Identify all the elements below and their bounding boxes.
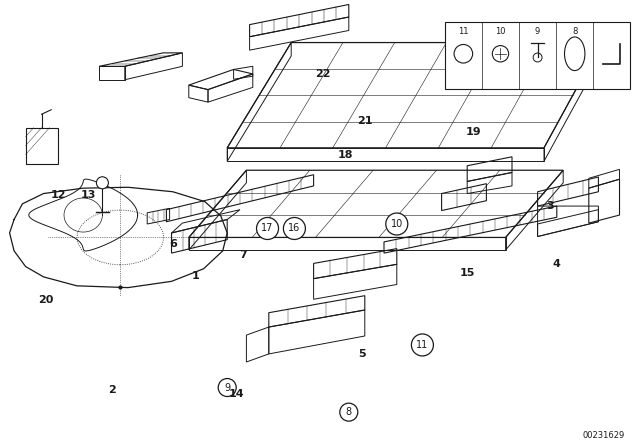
Circle shape — [340, 403, 358, 421]
Text: 3: 3 — [547, 201, 554, 211]
Text: 19: 19 — [466, 127, 481, 137]
Text: 21: 21 — [357, 116, 372, 126]
Bar — [445, 22, 630, 89]
Text: 4: 4 — [553, 259, 561, 269]
Circle shape — [533, 53, 542, 62]
Text: 9: 9 — [535, 27, 540, 36]
Text: 2: 2 — [108, 385, 116, 395]
Text: 17: 17 — [261, 224, 274, 233]
Text: 8: 8 — [572, 27, 577, 36]
Text: 20: 20 — [38, 295, 54, 305]
Circle shape — [386, 213, 408, 235]
Text: 00231629: 00231629 — [583, 431, 625, 440]
Circle shape — [97, 177, 108, 189]
Text: 11: 11 — [458, 27, 468, 36]
Text: 11: 11 — [416, 340, 429, 350]
Circle shape — [492, 46, 509, 62]
Circle shape — [412, 334, 433, 356]
Text: 7: 7 — [239, 250, 247, 260]
Text: 5: 5 — [358, 349, 365, 359]
Text: 8: 8 — [346, 407, 352, 417]
Circle shape — [257, 217, 278, 240]
Text: 14: 14 — [229, 389, 244, 399]
Text: 16: 16 — [288, 224, 301, 233]
Circle shape — [284, 217, 305, 240]
Text: 6: 6 — [169, 239, 177, 249]
Text: 12: 12 — [51, 190, 67, 200]
Text: 18: 18 — [338, 150, 353, 159]
Circle shape — [218, 379, 236, 396]
Text: 22: 22 — [316, 69, 331, 79]
Text: 10: 10 — [495, 27, 506, 36]
Text: 15: 15 — [460, 268, 475, 278]
Text: 9: 9 — [224, 383, 230, 392]
Ellipse shape — [564, 37, 585, 71]
Text: 10: 10 — [390, 219, 403, 229]
Text: 1: 1 — [191, 271, 199, 280]
Text: 13: 13 — [81, 190, 96, 200]
Circle shape — [454, 44, 472, 63]
